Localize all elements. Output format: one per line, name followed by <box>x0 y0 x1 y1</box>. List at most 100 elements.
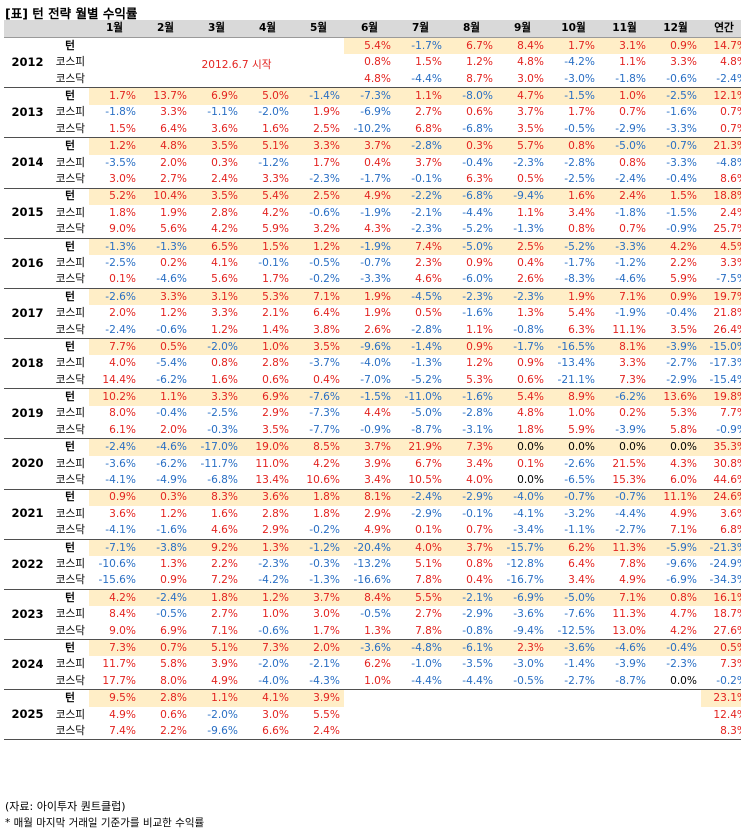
annual-return-cell: -24.9% <box>709 558 741 570</box>
monthly-return-cell: 5.3% <box>670 407 697 420</box>
header-cell: 4월 <box>242 20 293 38</box>
monthly-return-cell: -0.5% <box>360 608 391 621</box>
monthly-return-cell: -2.9% <box>650 371 701 390</box>
monthly-return-cell: 0.3% <box>446 137 497 155</box>
year-cell: 2020 <box>4 438 51 490</box>
monthly-return-cell: 11.1% <box>650 489 701 506</box>
monthly-return-cell: 7.1% <box>599 288 650 306</box>
monthly-return-cell <box>191 70 242 89</box>
header-cell: 9월 <box>497 20 548 38</box>
annual-return-cell: 30.8% <box>713 457 741 470</box>
header-cell: 7월 <box>395 20 446 38</box>
monthly-return-cell <box>293 37 344 55</box>
monthly-return-cell: -1.2% <box>615 256 646 269</box>
monthly-return-cell <box>191 37 242 55</box>
monthly-return-cell: 1.1% <box>619 56 646 69</box>
monthly-return-cell: 0.9% <box>466 256 493 269</box>
monthly-return-cell <box>395 689 446 707</box>
monthly-return-cell: 0.0% <box>497 438 548 456</box>
monthly-return-cell: -5.0% <box>548 589 599 607</box>
monthly-return-cell: -4.4% <box>615 507 646 520</box>
monthly-return-cell: 1.1% <box>191 689 242 707</box>
year-cell: 2013 <box>4 87 51 139</box>
monthly-return-cell: -2.3% <box>497 288 548 306</box>
annual-return-cell: 25.7% <box>701 221 741 239</box>
monthly-return-cell: 0.9% <box>89 489 140 506</box>
monthly-return-cell: 3.1% <box>599 37 650 55</box>
monthly-return-cell: 9.0% <box>89 622 140 641</box>
monthly-return-cell: 6.7% <box>446 37 497 55</box>
monthly-return-cell: 7.1% <box>599 589 650 607</box>
monthly-return-cell: -5.0% <box>411 407 442 420</box>
monthly-return-cell: -15.7% <box>497 539 548 557</box>
monthly-return-cell: -2.8% <box>395 321 446 340</box>
monthly-return-cell: -10.2% <box>344 120 395 139</box>
monthly-return-cell: 2.4% <box>293 723 344 741</box>
kosdaq-row: 코스닥 -2.4% -0.6% 1.2% 1.4% 3.8% 2.6% -2.8% 1.1% -0… <box>4 321 741 340</box>
monthly-return-cell: -13.4% <box>557 357 595 370</box>
monthly-return-cell: -4.4% <box>446 672 497 691</box>
monthly-return-cell: 3.7% <box>415 156 442 169</box>
monthly-return-cell: -5.2% <box>395 371 446 390</box>
monthly-return-cell: 6.4% <box>313 307 340 320</box>
kosdaq-row: 코스닥 -15.6% 0.9% 7.2% -4.2% -1.3% -16.6% 7.8% 0.4… <box>4 572 741 590</box>
monthly-return-cell: 3.4% <box>568 206 595 219</box>
monthly-return-cell: 6.8% <box>395 120 446 139</box>
monthly-return-cell: -0.5% <box>309 256 340 269</box>
monthly-return-cell: 3.0% <box>262 708 289 721</box>
row-label: 턴 <box>65 240 75 253</box>
monthly-return-cell: 0.9% <box>517 357 544 370</box>
row-label: 코스피 <box>55 407 85 420</box>
monthly-return-cell: -0.1% <box>462 507 493 520</box>
monthly-return-cell: 1.5% <box>650 188 701 205</box>
monthly-return-cell: 1.2% <box>191 321 242 340</box>
row-label: 코스닥 <box>51 572 89 590</box>
monthly-return-cell <box>497 689 548 707</box>
monthly-return-cell: 3.7% <box>293 589 344 607</box>
monthly-return-cell: -11.7% <box>200 457 238 470</box>
kospi-row: 코스피 -10.6% 1.3% 2.2% -2.3% -0.3% -13.2% 5.1% 0.8… <box>4 556 741 572</box>
monthly-return-cell <box>344 707 395 723</box>
monthly-return-cell: -6.9% <box>497 589 548 607</box>
monthly-return-cell: 5.2% <box>89 188 140 205</box>
monthly-return-cell: 5.1% <box>415 558 442 570</box>
monthly-return-cell: 3.6% <box>191 120 242 139</box>
monthly-return-cell: -5.4% <box>156 357 187 370</box>
monthly-return-cell: -3.8% <box>140 539 191 557</box>
monthly-return-cell: -4.6% <box>140 271 191 289</box>
monthly-return-cell: -4.9% <box>140 472 191 490</box>
monthly-return-cell: -2.5% <box>207 407 238 420</box>
monthly-return-cell: -2.3% <box>513 156 544 169</box>
row-label: 코스피 <box>55 106 85 119</box>
row-label: 코스피 <box>55 708 85 721</box>
annual-return-cell: 7.3% <box>720 658 741 671</box>
monthly-return-cell: 3.6% <box>242 489 293 506</box>
monthly-return-cell: -6.8% <box>191 472 242 490</box>
monthly-return-cell: 1.0% <box>568 407 595 420</box>
monthly-return-cell: 1.6% <box>191 371 242 390</box>
monthly-return-cell: 8.0% <box>109 407 136 420</box>
monthly-return-cell: 5.3% <box>446 371 497 390</box>
monthly-return-cell: 8.4% <box>344 589 395 607</box>
monthly-return-cell: -2.1% <box>411 206 442 219</box>
monthly-return-cell: -8.7% <box>395 421 446 440</box>
monthly-return-cell: 1.9% <box>313 106 340 119</box>
monthly-return-cell: -0.7% <box>599 489 650 506</box>
monthly-return-cell: 7.1% <box>650 522 701 540</box>
monthly-return-cell: 0.2% <box>160 256 187 269</box>
row-label: 턴 <box>65 340 75 353</box>
monthly-return-cell: -2.5% <box>105 256 136 269</box>
monthly-return-cell: -6.2% <box>599 388 650 406</box>
monthly-return-cell: -4.4% <box>395 672 446 691</box>
year-cell: 2015 <box>4 188 51 239</box>
monthly-return-cell: 9.2% <box>191 539 242 557</box>
monthly-return-cell <box>140 54 191 70</box>
monthly-return-cell: -4.4% <box>395 70 446 89</box>
monthly-return-cell: -0.4% <box>156 407 187 420</box>
monthly-return-cell: -4.2% <box>564 56 595 69</box>
monthly-return-cell: 0.8% <box>548 137 599 155</box>
monthly-return-cell: 1.1% <box>140 388 191 406</box>
monthly-return-cell: 11.1% <box>599 321 650 340</box>
monthly-return-cell: 4.9% <box>344 522 395 540</box>
monthly-return-cell: -1.3% <box>411 357 442 370</box>
